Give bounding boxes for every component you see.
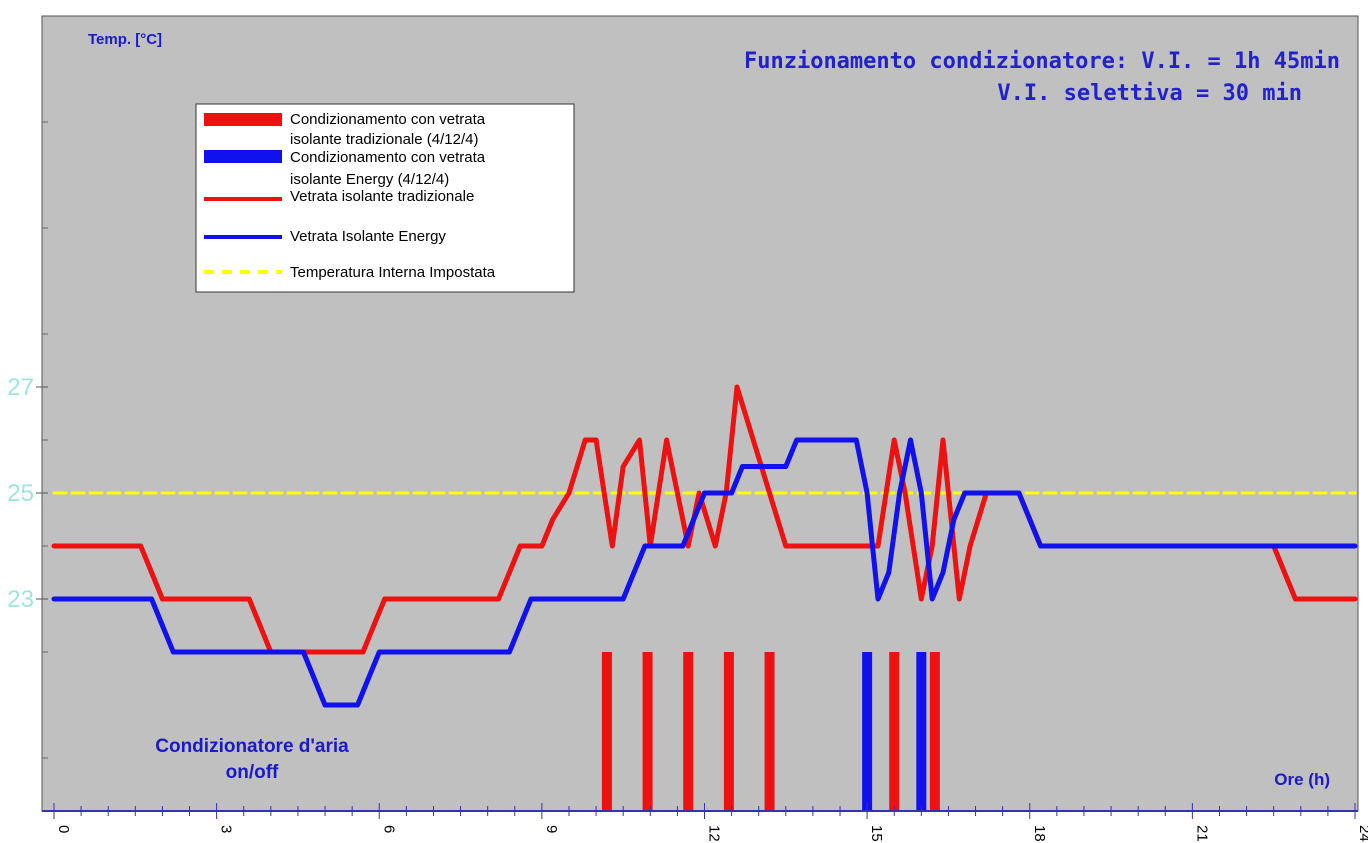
- x-tick-label-7: 18: [1031, 825, 1048, 842]
- x-tick-label-5: 12: [706, 825, 723, 842]
- legend-item2-line1: Condizionamento con vetrata: [290, 149, 486, 166]
- onoff-bar-1: [601, 652, 612, 811]
- onoff-bar-2: [642, 652, 653, 811]
- y-axis-label: Temp. [°C]: [88, 31, 162, 48]
- legend-item1-line1: Condizionamento con vetrata: [290, 111, 486, 128]
- x-tick-label-3: 6: [380, 825, 397, 833]
- x-tick-label-8: 21: [1193, 825, 1210, 842]
- x-tick-label-4: 9: [543, 825, 560, 833]
- onoff-bar-5: [764, 652, 775, 811]
- legend-item3: Vetrata isolante tradizionale: [290, 188, 474, 205]
- onoff-bar-6: [862, 652, 873, 811]
- legend-item5: Temperatura Interna Impostata: [290, 264, 496, 281]
- legend-item1-line2: isolante tradizionale (4/12/4): [290, 131, 478, 148]
- x-axis-label: Ore (h): [1274, 770, 1330, 789]
- x-tick-label-2: 3: [218, 825, 235, 833]
- chart-subtitle: V.I. selettiva = 30 min: [997, 81, 1302, 106]
- onoff-bar-7: [889, 652, 900, 811]
- y-tick-label-3: 27: [7, 374, 34, 401]
- onoff-bar-4: [723, 652, 734, 811]
- onoff-label-line1: Condizionatore d'aria: [155, 736, 349, 757]
- x-tick-label-1: 0: [55, 825, 72, 833]
- legend-item4: Vetrata Isolante Energy: [290, 228, 446, 245]
- axes: 23 25 27 0 3 6 9 12 15 18 21 24: [7, 16, 1368, 842]
- legend-item2-line2: isolante Energy (4/12/4): [290, 171, 449, 188]
- legend-swatch-blue-thick: [204, 150, 282, 163]
- y-tick-label-2: 25: [7, 480, 34, 507]
- onoff-bar-9: [929, 652, 940, 811]
- series-line-2: [51, 437, 1358, 708]
- onoff-bar-8: [916, 652, 927, 811]
- x-tick-label-6: 15: [868, 825, 885, 842]
- x-tick-label-9: 24: [1356, 825, 1368, 842]
- legend-swatch-red-thick: [204, 113, 282, 126]
- series-lines: [51, 384, 1358, 708]
- onoff-bars: [601, 652, 940, 811]
- legend: Condizionamento con vetrata isolante tra…: [195, 103, 575, 293]
- onoff-label-line2: on/off: [226, 762, 279, 783]
- chart-title: Funzionamento condizionatore: V.I. = 1h …: [744, 49, 1340, 74]
- y-tick-label-1: 23: [7, 586, 34, 613]
- onoff-bar-3: [683, 652, 694, 811]
